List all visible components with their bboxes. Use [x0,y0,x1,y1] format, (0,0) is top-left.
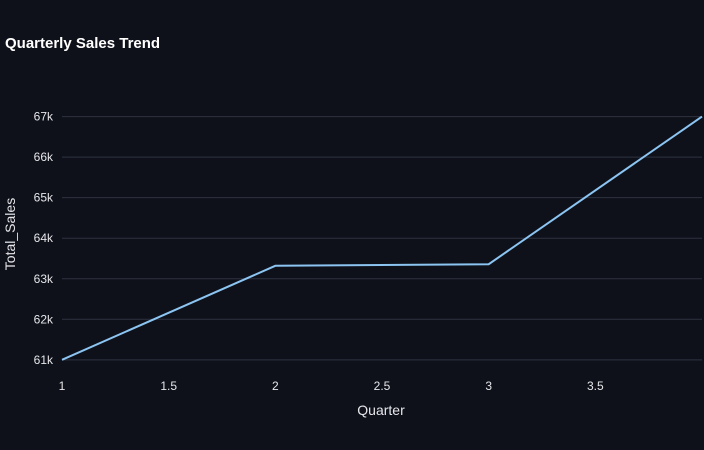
x-tick-label: 3 [485,379,492,393]
x-tick-label: 1 [59,379,66,393]
x-tick-label: 1.5 [160,379,177,393]
y-axis-ticks: 61k 62k 63k 64k 65k 66k 67k [34,110,54,367]
y-tick-label: 64k [34,231,54,245]
x-tick-label: 2 [272,379,279,393]
y-tick-label: 67k [34,110,54,124]
x-tick-label: 2.5 [374,379,391,393]
y-tick-label: 63k [34,272,54,286]
y-tick-label: 65k [34,191,54,205]
grid-lines [62,117,702,360]
y-axis-title: Total_Sales [2,198,18,270]
x-axis-title: Quarter [357,402,405,418]
y-tick-label: 66k [34,150,54,164]
x-tick-label: 3.5 [587,379,604,393]
y-tick-label: 62k [34,312,54,326]
x-axis-ticks: 1 1.5 2 2.5 3 3.5 [59,379,604,393]
y-tick-label: 61k [34,353,54,367]
